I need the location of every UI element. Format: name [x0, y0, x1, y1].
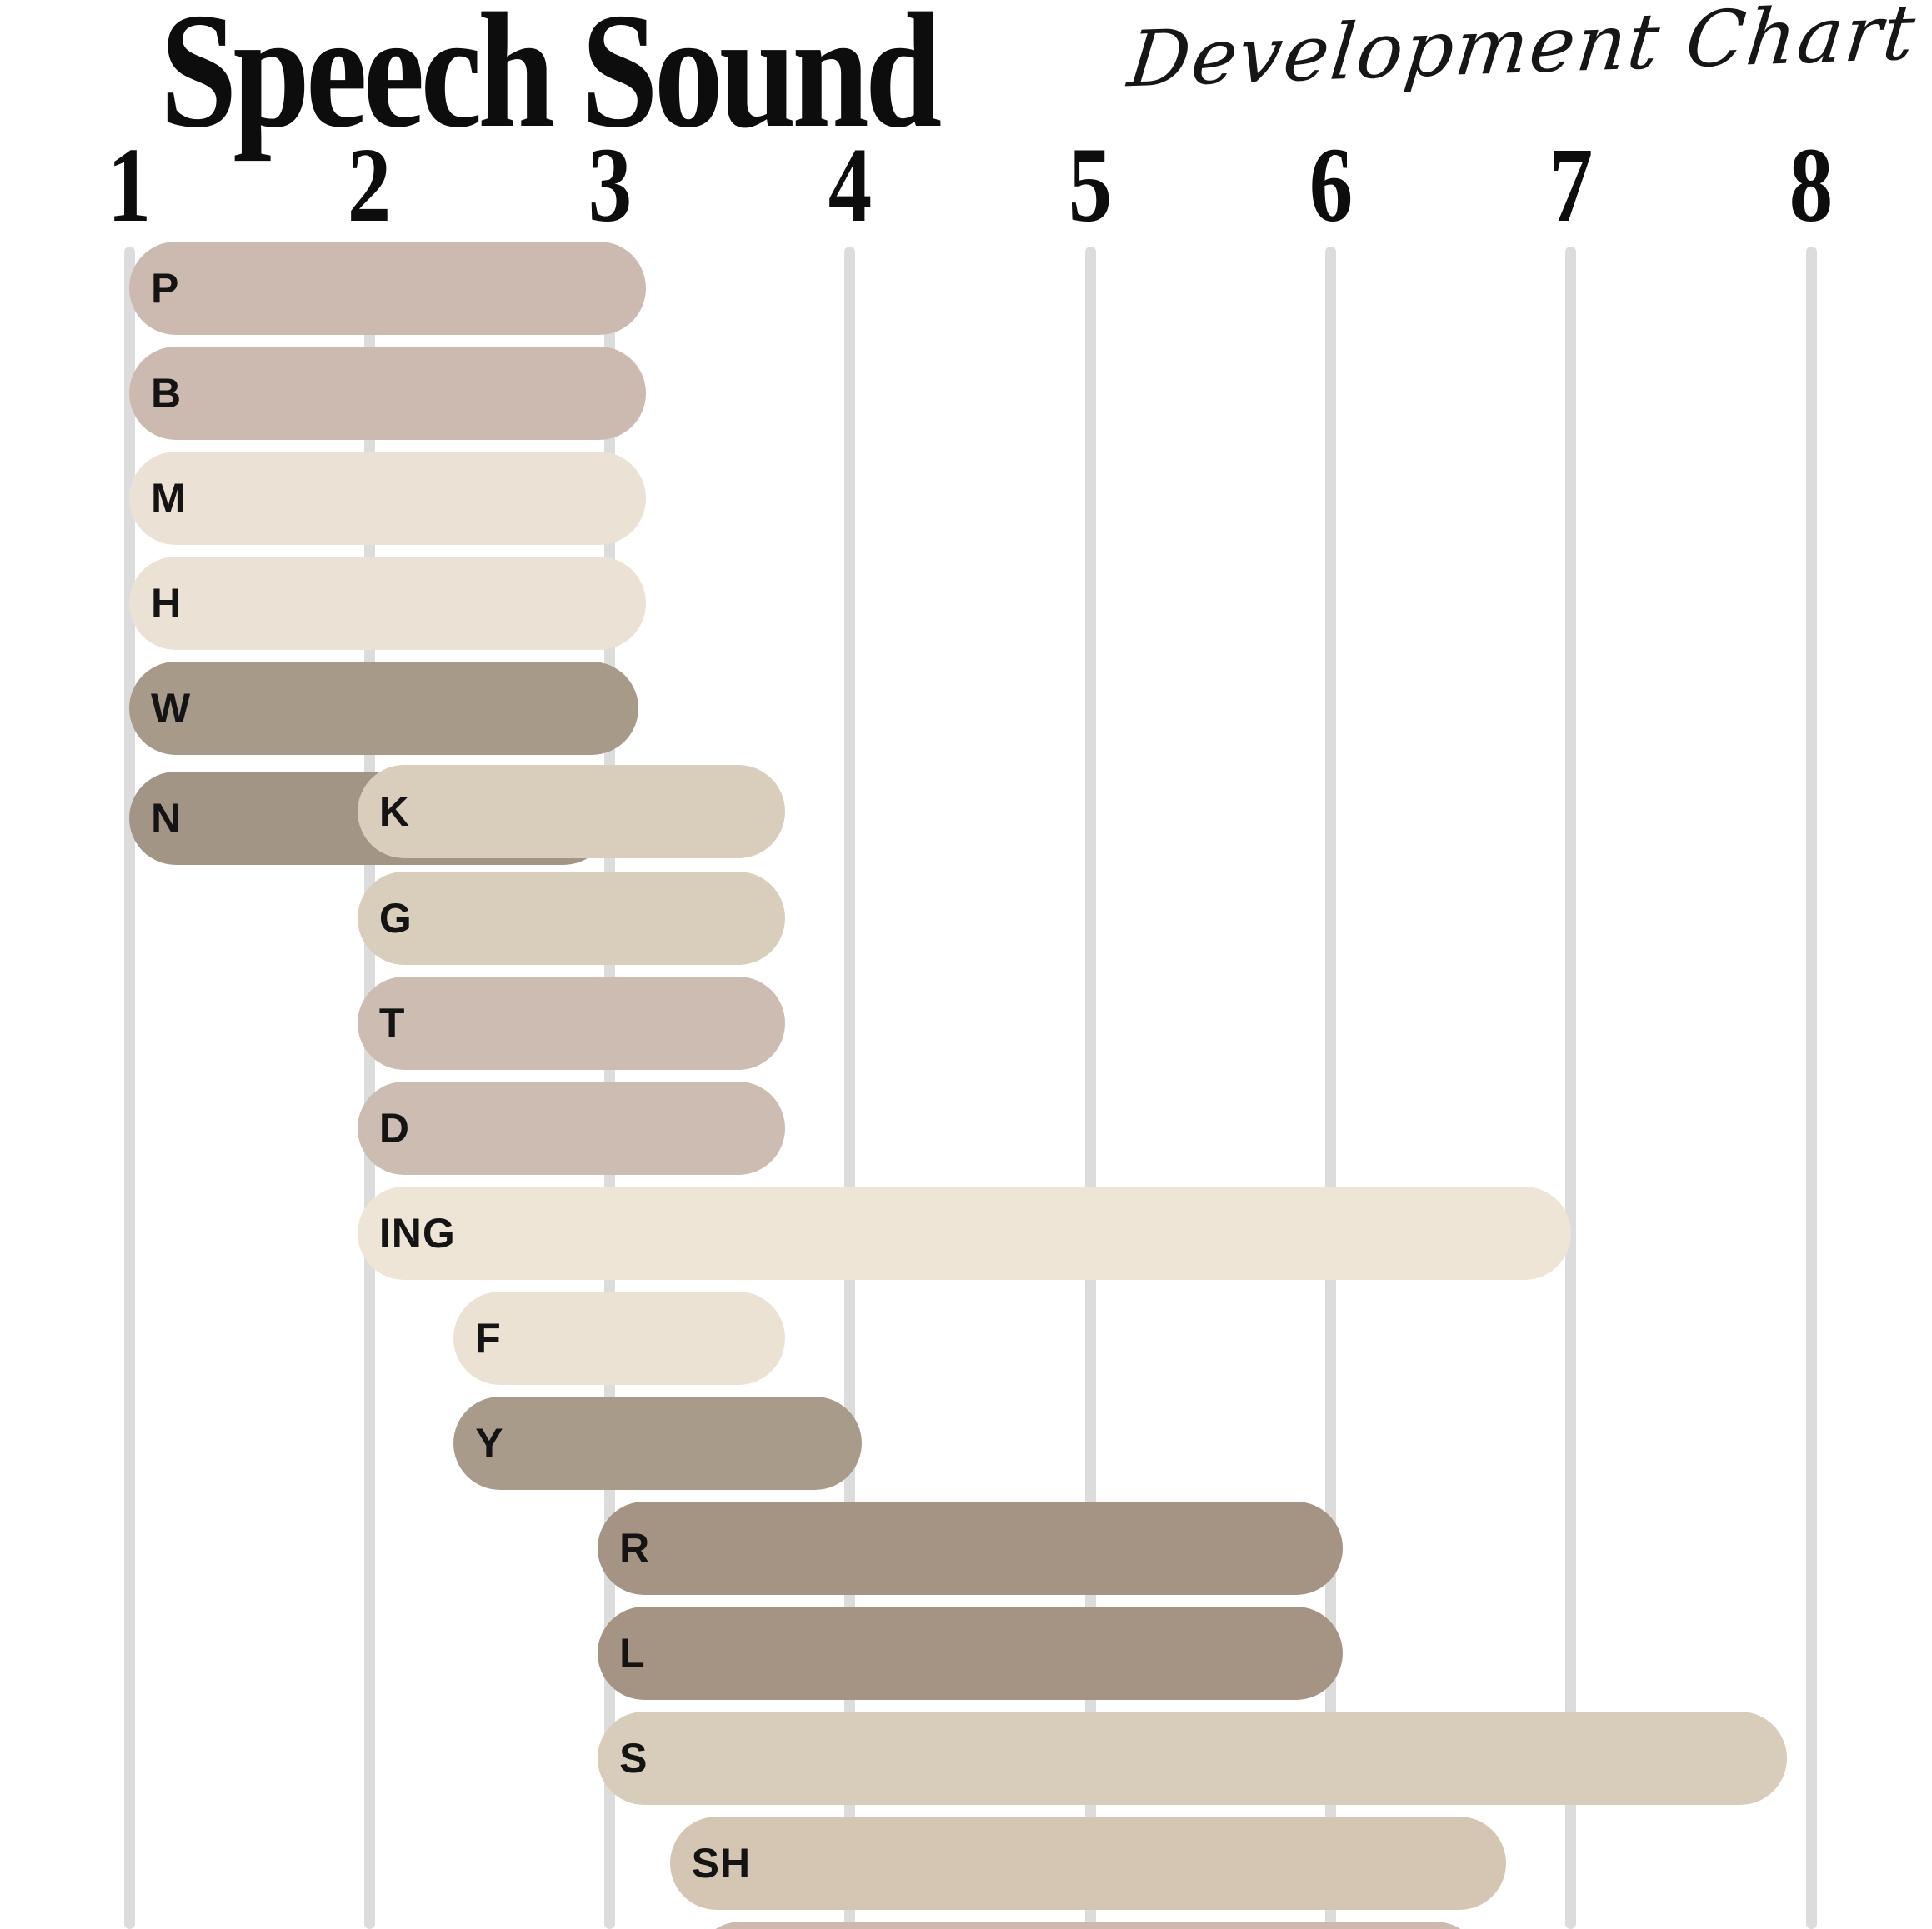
page-title: Speech Sound — [160, 0, 942, 162]
sound-bar-w: W — [129, 662, 639, 755]
sound-bar-ing: ING — [357, 1187, 1571, 1280]
axis-tick-label: 2 — [348, 126, 392, 244]
sound-bar-label: G — [378, 895, 413, 942]
sound-bar-label: M — [151, 475, 187, 522]
sound-bar-h: H — [129, 557, 646, 650]
sound-bar-g: G — [357, 872, 786, 965]
sound-bar-sh: SH — [669, 1817, 1506, 1910]
sound-bar-l: L — [598, 1607, 1343, 1700]
axis-tick-label: 1 — [107, 126, 152, 244]
sound-bar-label: H — [151, 580, 183, 627]
sound-bar-label: SH — [691, 1840, 752, 1887]
sound-bar-f: F — [453, 1292, 786, 1385]
sound-bar-r: R — [598, 1502, 1343, 1595]
sound-bar-label: P — [151, 265, 180, 312]
sound-bar-t: T — [357, 977, 786, 1070]
sound-bar-label: W — [151, 685, 192, 732]
sound-bar-partial — [693, 1922, 1483, 1929]
sound-bar-label: B — [151, 370, 183, 417]
axis-tick-label: 4 — [828, 126, 873, 244]
sound-bar-label: L — [619, 1630, 646, 1677]
sound-bar-label: K — [378, 788, 410, 835]
axis-tick-label: 8 — [1789, 126, 1834, 244]
sound-bar-label: T — [378, 1000, 406, 1047]
sound-bar-label: R — [619, 1525, 651, 1572]
sound-bar-label: D — [378, 1105, 410, 1152]
sound-bar-k: K — [357, 765, 786, 858]
axis-gridline — [1565, 247, 1577, 1929]
sound-bar-b: B — [129, 347, 646, 440]
sound-bar-y: Y — [453, 1397, 863, 1490]
sound-bar-label: S — [619, 1735, 648, 1782]
sound-bar-m: M — [129, 452, 646, 545]
page-subtitle: Development Chart — [1124, 0, 1921, 105]
sound-bar-label: ING — [378, 1210, 456, 1257]
axis-tick-label: 5 — [1068, 126, 1113, 244]
axis-tick-label: 6 — [1309, 126, 1353, 244]
axis-gridline — [1805, 247, 1817, 1929]
sound-bar-label: F — [475, 1315, 502, 1362]
axis-tick-label: 7 — [1549, 126, 1594, 244]
axis-tick-label: 3 — [588, 126, 632, 244]
sound-bar-d: D — [357, 1082, 786, 1175]
sound-bar-label: Y — [475, 1420, 504, 1467]
axis-gridline — [123, 247, 135, 1929]
sound-bar-s: S — [598, 1712, 1788, 1805]
sound-bar-p: P — [129, 242, 646, 335]
sound-bar-label: N — [151, 795, 183, 842]
axis-gridline — [1325, 247, 1336, 1929]
